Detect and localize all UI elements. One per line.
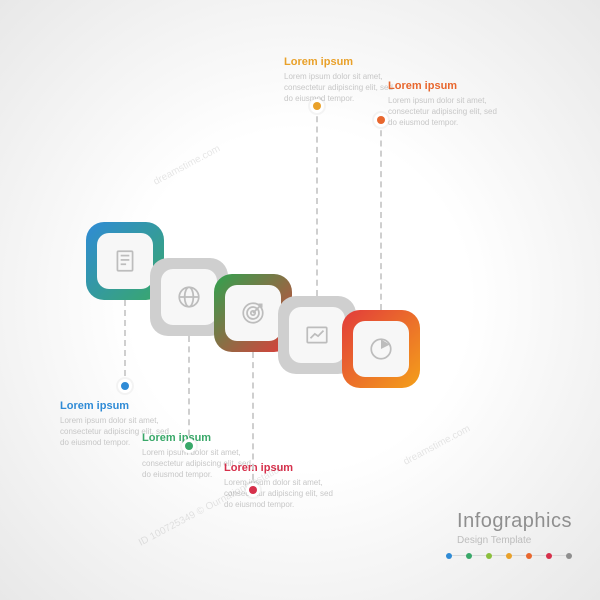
bead bbox=[486, 553, 492, 559]
step-title-3: Lorem ipsum bbox=[224, 462, 344, 474]
bead bbox=[546, 553, 552, 559]
connector-3 bbox=[252, 352, 254, 490]
connector-1 bbox=[124, 300, 126, 386]
brand-block: Infographics Design Template bbox=[457, 510, 572, 546]
chart-icon bbox=[289, 307, 345, 363]
bead bbox=[526, 553, 532, 559]
connector-dot-1 bbox=[118, 379, 132, 393]
step-text-4: Lorem ipsum Lorem ipsum dolor sit amet, c… bbox=[284, 56, 404, 104]
watermark: dreamstime.com bbox=[402, 423, 472, 467]
step-text-5: Lorem ipsum Lorem ipsum dolor sit amet, c… bbox=[388, 80, 508, 128]
brand-subtitle: Design Template bbox=[457, 535, 572, 546]
step-title-5: Lorem ipsum bbox=[388, 80, 508, 92]
brand-title: Infographics bbox=[457, 510, 572, 533]
bead bbox=[466, 553, 472, 559]
bead bbox=[446, 553, 452, 559]
connector-dot-5 bbox=[374, 113, 388, 127]
step-body-3: Lorem ipsum dolor sit amet, consectetur … bbox=[224, 478, 344, 510]
step-body-5: Lorem ipsum dolor sit amet, consectetur … bbox=[388, 96, 508, 128]
bead bbox=[506, 553, 512, 559]
step-title-4: Lorem ipsum bbox=[284, 56, 404, 68]
brand-beads bbox=[446, 552, 572, 560]
step-card-5 bbox=[342, 310, 420, 388]
connector-2 bbox=[188, 336, 190, 446]
bead bbox=[566, 553, 572, 559]
target-icon bbox=[225, 285, 281, 341]
step-title-2: Lorem ipsum bbox=[142, 432, 262, 444]
connector-4 bbox=[316, 106, 318, 296]
step-text-3: Lorem ipsum Lorem ipsum dolor sit amet, c… bbox=[224, 462, 344, 510]
connector-dot-2 bbox=[182, 439, 196, 453]
connector-dot-4 bbox=[310, 99, 324, 113]
step-title-1: Lorem ipsum bbox=[60, 400, 180, 412]
step-body-4: Lorem ipsum dolor sit amet, consectetur … bbox=[284, 72, 404, 104]
document-icon bbox=[97, 233, 153, 289]
connector-5 bbox=[380, 120, 382, 310]
pie-icon bbox=[353, 321, 409, 377]
infographic-stage: Lorem ipsumLorem ipsum dolor sit amet, c… bbox=[0, 0, 600, 600]
watermark: dreamstime.com bbox=[152, 143, 222, 187]
connector-dot-3 bbox=[246, 483, 260, 497]
globe-icon bbox=[161, 269, 217, 325]
